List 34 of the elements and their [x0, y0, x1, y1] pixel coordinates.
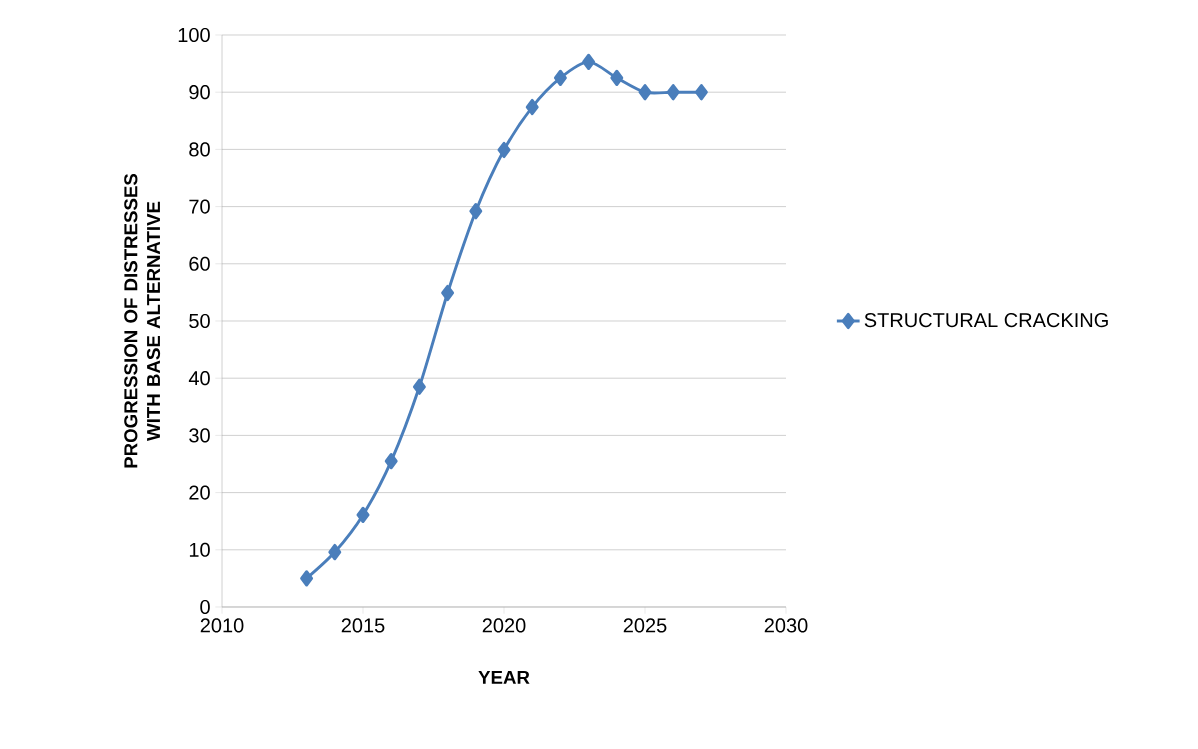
- point: [497, 141, 511, 159]
- point: [412, 378, 426, 395]
- point: [553, 69, 567, 87]
- point: [582, 53, 596, 71]
- point: [694, 84, 708, 101]
- point: [469, 203, 483, 220]
- point: [328, 543, 342, 561]
- point: [666, 84, 680, 101]
- x-tick-label: 2010: [200, 618, 244, 633]
- x-axis-title: YEAR: [478, 671, 530, 684]
- x-tick-label: 2025: [623, 618, 667, 633]
- point: [356, 506, 370, 524]
- y-tick-label: 30: [189, 428, 210, 443]
- y-tick-label: 50: [189, 313, 210, 329]
- legend-label: STRUCTURAL CRACKING: [864, 313, 1108, 328]
- point: [441, 284, 455, 302]
- x-tick-label: 2015: [341, 618, 385, 633]
- y-tick-label: 100: [178, 27, 210, 43]
- x-tick-label: 2020: [482, 618, 526, 633]
- point: [525, 98, 539, 116]
- point: [384, 453, 398, 470]
- y-tick-label: 40: [188, 371, 210, 386]
- y-tick-label: 10: [189, 542, 210, 557]
- point: [300, 570, 314, 587]
- y-tick-label: 20: [189, 485, 210, 500]
- point: [610, 69, 624, 87]
- y-axis-title: PROGRESSION OF DISTRESSES WITH BASE ALTERNATIVE: [124, 173, 161, 468]
- y-tick-label: 0: [200, 599, 210, 615]
- y-tick-label: 70: [189, 199, 210, 214]
- y-tick-label: 80: [189, 142, 210, 157]
- x-tick-label: 2030: [764, 618, 808, 633]
- y-tick-label: 90: [189, 85, 210, 100]
- point: [638, 84, 652, 101]
- y-tick-label: 60: [189, 256, 210, 271]
